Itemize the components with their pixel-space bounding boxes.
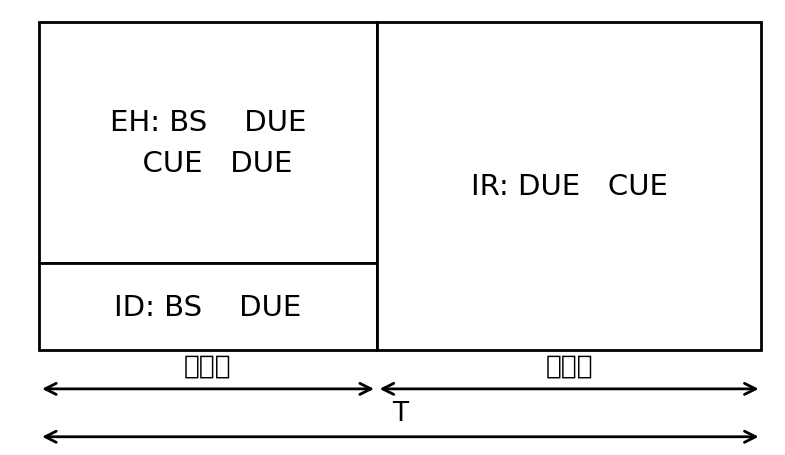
Bar — [39, 23, 377, 264]
Text: T: T — [392, 400, 408, 426]
Bar — [377, 23, 761, 350]
Bar — [39, 264, 377, 350]
Text: IR: DUE   CUE: IR: DUE CUE — [471, 172, 667, 201]
Text: EH: BS    DUE
  CUE   DUE: EH: BS DUE CUE DUE — [110, 109, 306, 178]
Text: ID: BS    DUE: ID: BS DUE — [115, 293, 301, 321]
Text: 第二跳: 第二跳 — [546, 352, 593, 379]
Text: 第一跳: 第一跳 — [184, 352, 232, 379]
